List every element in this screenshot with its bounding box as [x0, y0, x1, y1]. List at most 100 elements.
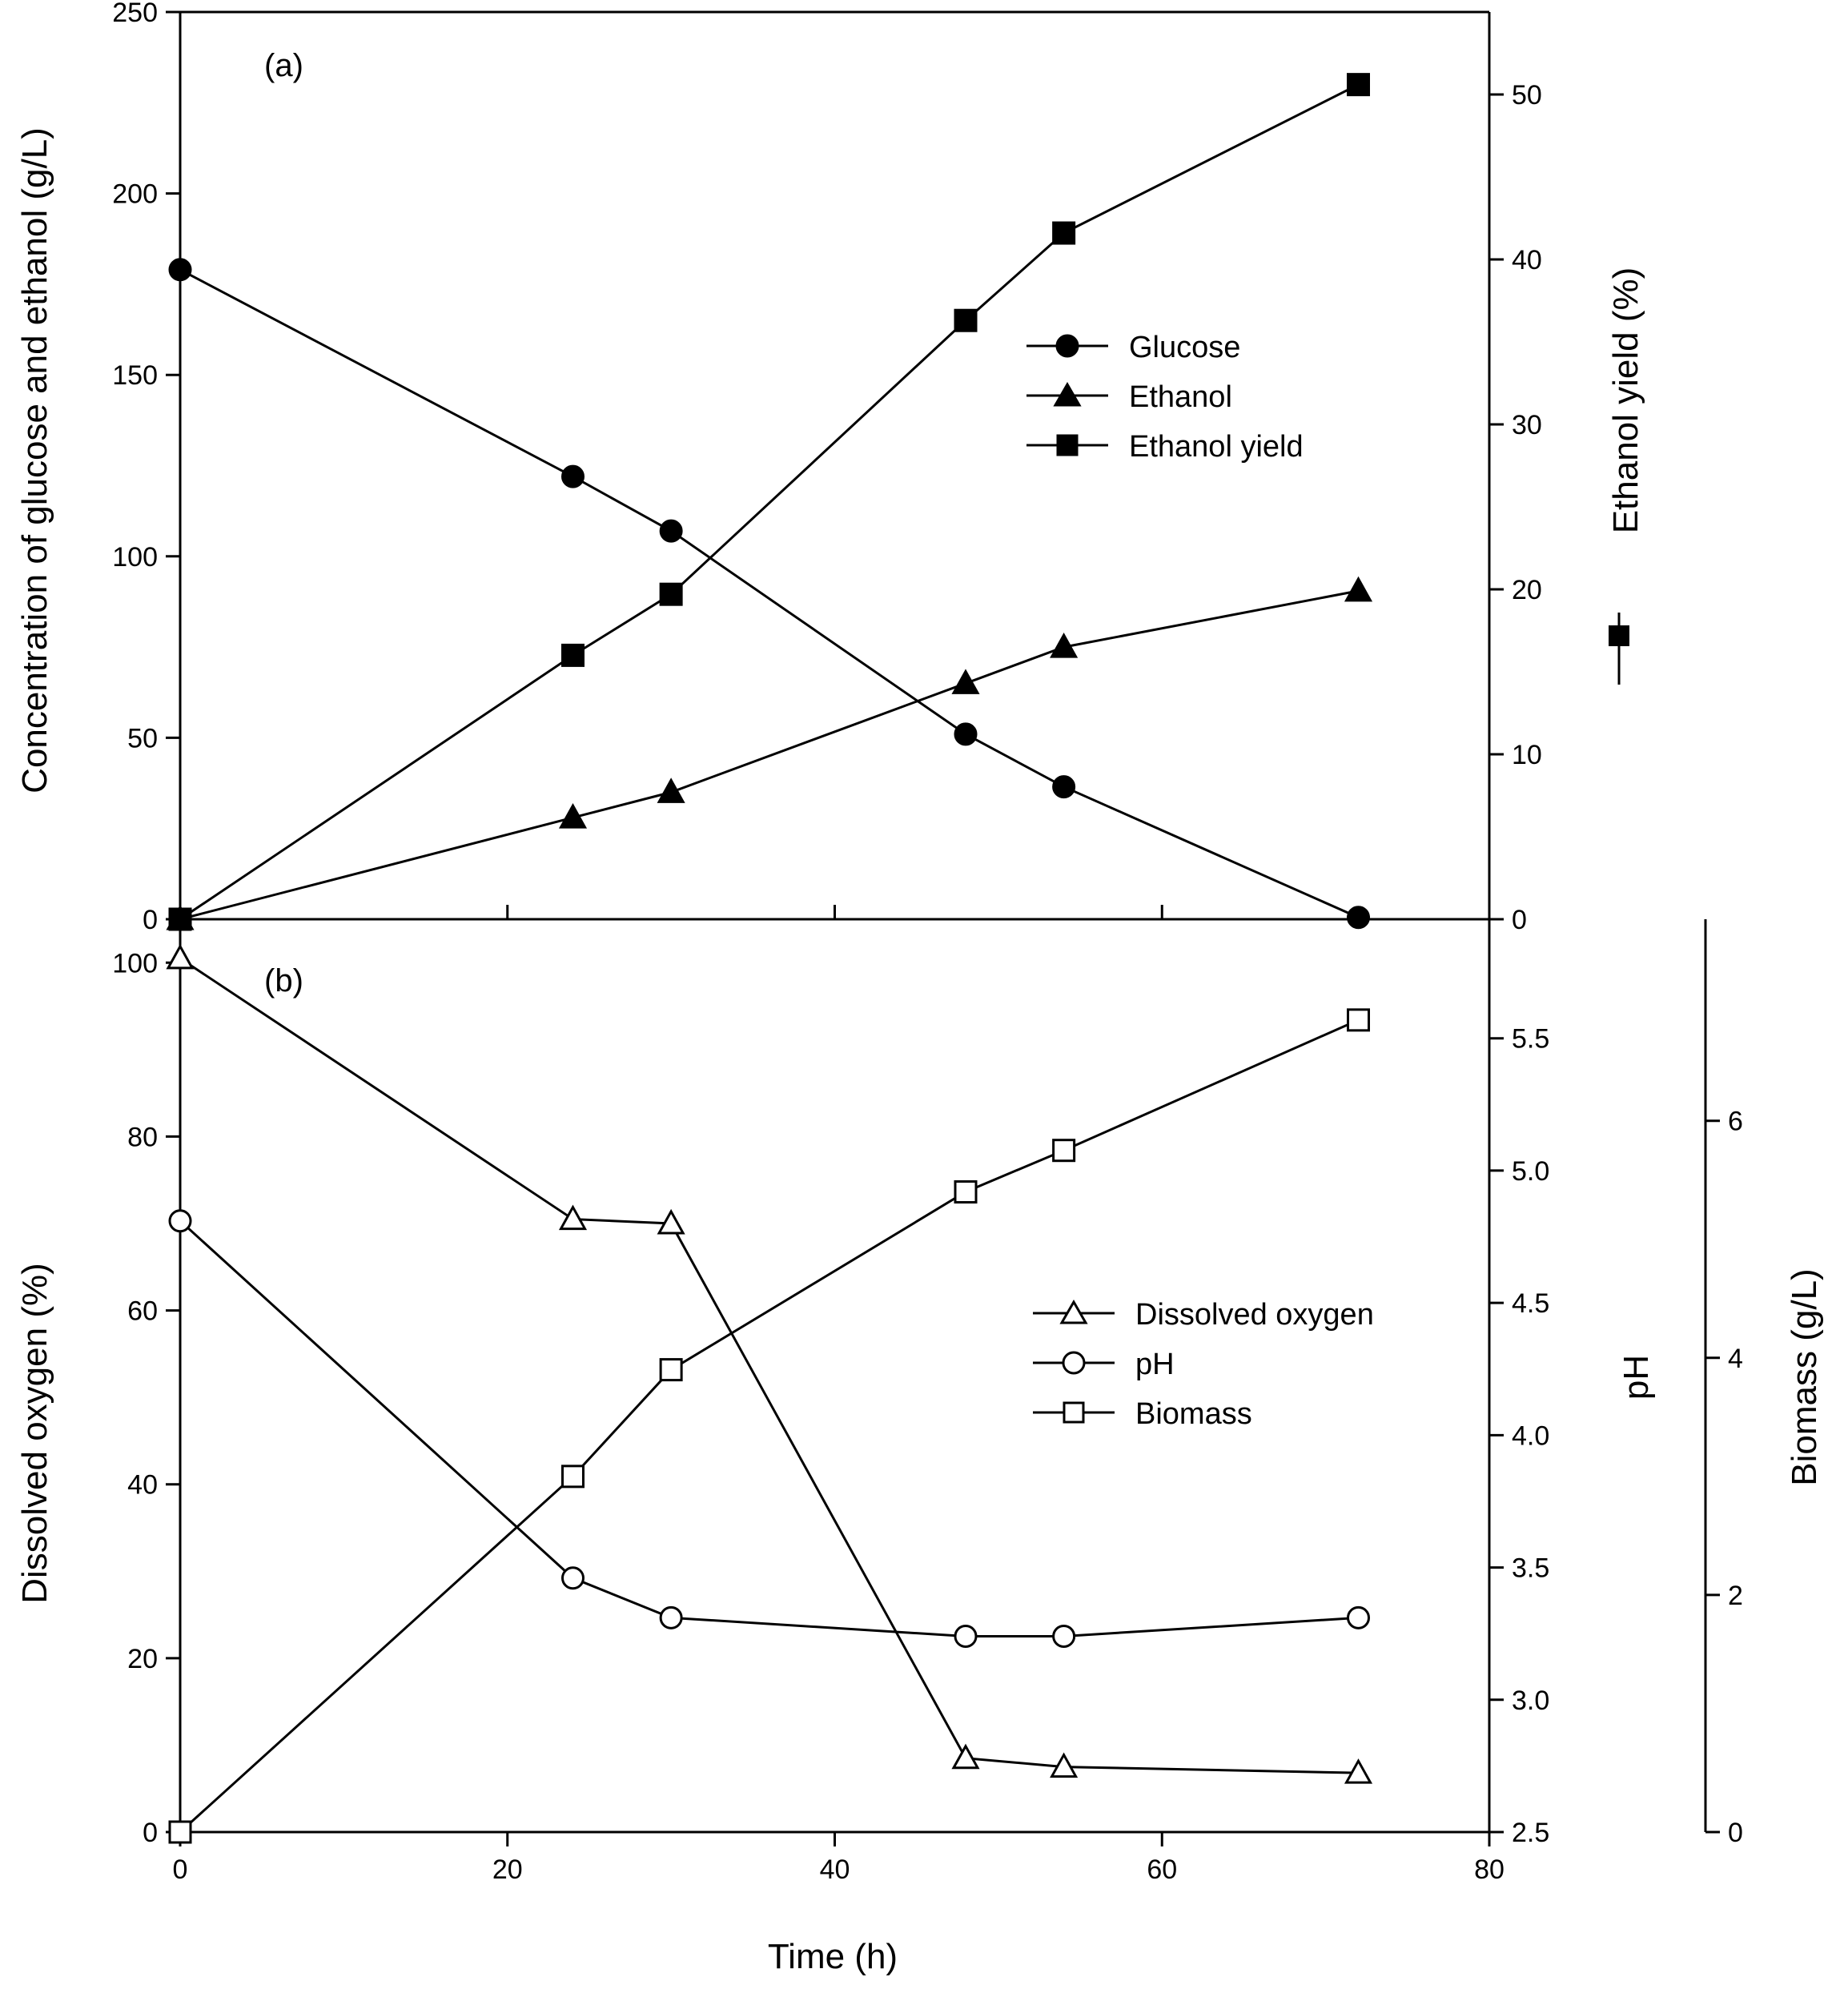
- panel-a-label: (a): [264, 48, 303, 83]
- panel-b-point-biomass-24: [561, 1465, 585, 1489]
- panel-a-point-ethanol-yield-48: [954, 308, 978, 332]
- panel-a-right-axis-title: Ethanol yield (%): [1606, 267, 1645, 534]
- panel-b-point-ph-0: [168, 1209, 192, 1233]
- panel-a-y-tick-label-250: 250: [112, 0, 158, 28]
- panel-b-line-biomass: [179, 1019, 1360, 1834]
- panel-b-left-axis-title: Dissolved oxygen (%): [15, 1263, 54, 1604]
- panel-a-point-ethanol-yield-30: [659, 582, 683, 606]
- panel-b-point-ph-24: [561, 1566, 585, 1590]
- panel-a-y-tick-label-100: 100: [112, 542, 158, 573]
- panel-b-y2-tick-label-4-5: 4.5: [1512, 1288, 1549, 1319]
- panel-a-y-tick-label-50: 50: [127, 723, 158, 753]
- panel-b-point-dissolved-oxygen-24: [558, 1204, 588, 1231]
- panel-b-series-lines: [179, 957, 1360, 1834]
- panel-a: 0 50 100 150 200 250 0 10 20 30 40 50 (a) Concentra…: [15, 0, 1645, 935]
- panel-b-point-dissolved-oxygen-72: [1344, 1758, 1373, 1784]
- panel-a-point-ethanol-yield-72: [1347, 73, 1370, 97]
- panel-b-x-tick-label-60: 60: [1147, 1854, 1177, 1885]
- panel-a-point-glucose-0: [168, 258, 192, 282]
- legend-item-glucose: Glucose: [1026, 331, 1240, 364]
- panel-b-point-dissolved-oxygen-30: [657, 1208, 685, 1235]
- panel-b-point-biomass-72: [1347, 1008, 1370, 1032]
- legend-label-ethanol-yield: Ethanol yield: [1129, 430, 1304, 464]
- legend-label-ethanol: Ethanol: [1129, 380, 1232, 414]
- panel-a-ticks: 0 50 100 150 200 250 0 10 20 30 40 50: [112, 0, 1542, 935]
- panel-a-point-ethanol-54: [1050, 633, 1079, 658]
- panel-b-point-dissolved-oxygen-0: [166, 943, 195, 970]
- panel-a-point-ethanol-72: [1344, 576, 1373, 602]
- panel-b-y3-tick-label-0: 0: [1728, 1818, 1743, 1848]
- panel-b-point-biomass-54: [1052, 1139, 1076, 1163]
- panel-b-point-ph-48: [954, 1624, 978, 1648]
- panel-b-y-tick-label-20: 20: [127, 1644, 158, 1674]
- panel-b-y-tick-label-40: 40: [127, 1470, 158, 1501]
- panel-a-point-ethanol-yield-54: [1052, 221, 1076, 245]
- panel-b-y2-tick-label-5-0: 5.0: [1512, 1156, 1549, 1187]
- panel-a-y2-tick-label-40: 40: [1512, 245, 1542, 275]
- panel-b-x-tick-label-80: 80: [1474, 1854, 1505, 1885]
- panel-b-biomass-axis-title: Biomass (g/L): [1785, 1268, 1824, 1485]
- panel-b-point-biomass-30: [659, 1358, 683, 1382]
- legend-label-ph: pH: [1135, 1348, 1175, 1381]
- x-axis-title: Time (h): [768, 1937, 898, 1976]
- panel-b-y-tick-label-0: 0: [143, 1818, 158, 1848]
- panel-a-legend: Glucose Ethanol Ethanol yield: [1026, 331, 1304, 464]
- panel-b-point-ph-30: [659, 1605, 683, 1629]
- panel-a-point-glucose-30: [659, 519, 683, 543]
- panel-b-label: (b): [264, 963, 303, 999]
- panel-b-ph-axis-title: pH: [1617, 1355, 1656, 1400]
- panel-b-y3-tick-label-6: 6: [1728, 1107, 1743, 1137]
- legend-item-ethanol-yield: Ethanol yield: [1026, 430, 1304, 464]
- panel-a-left-axis-title: Concentration of glucose and ethanol (g/…: [15, 127, 54, 794]
- panel-a-point-ethanol-30: [657, 778, 685, 803]
- panel-a-right-axis-key: [1609, 613, 1629, 685]
- panel-b-x-tick-label-20: 20: [492, 1854, 523, 1885]
- panel-a-line-ethanol: [179, 589, 1359, 921]
- panel-b: 0 20 40 60 800204060801002.53.03.54.04.55.05…: [15, 919, 1824, 1976]
- legend-item-ph: pH: [1033, 1348, 1175, 1381]
- panel-b-y-tick-label-60: 60: [127, 1296, 158, 1327]
- panel-a-point-glucose-54: [1052, 775, 1076, 799]
- panel-a-markers: [166, 73, 1373, 931]
- panel-a-y2-tick-label-10: 10: [1512, 740, 1542, 770]
- panel-b-y3-tick-label-4: 4: [1728, 1344, 1743, 1374]
- panel-b-point-dissolved-oxygen-48: [951, 1743, 980, 1770]
- panel-a-point-glucose-72: [1347, 906, 1370, 930]
- panel-b-point-ph-54: [1052, 1624, 1076, 1648]
- panel-b-x-tick-label-0: 0: [173, 1854, 188, 1885]
- panel-b-line-ph: [179, 1220, 1359, 1637]
- panel-b-y2-tick-label-4-0: 4.0: [1512, 1420, 1549, 1451]
- panel-b-y2-tick-label-3-5: 3.5: [1512, 1553, 1549, 1584]
- panel-b-y3-tick-label-2: 2: [1728, 1581, 1743, 1611]
- panel-a-y2-tick-label-0: 0: [1512, 905, 1527, 935]
- panel-b-y2-tick-label-2-5: 2.5: [1512, 1818, 1549, 1848]
- panel-b-legend: Dissolved oxygen pH Biomass: [1033, 1298, 1374, 1431]
- panel-a-point-ethanol-24: [558, 803, 588, 829]
- panel-b-y2-tick-label-5-5: 5.5: [1512, 1024, 1549, 1055]
- panel-b-ticks: 0 20 40 60 800204060801002.53.03.54.04.55.05…: [112, 948, 1743, 1885]
- legend-item-ethanol: Ethanol: [1026, 380, 1232, 414]
- panel-a-point-ethanol-yield-24: [561, 643, 585, 667]
- panel-a-point-glucose-24: [561, 464, 585, 488]
- panel-a-y2-tick-label-20: 20: [1512, 575, 1542, 605]
- panel-b-line-dissolved-oxygen: [179, 957, 1359, 1774]
- panel-a-line-ethanol-yield: [179, 83, 1360, 921]
- legend-item-biomass: Biomass: [1033, 1397, 1252, 1431]
- panel-b-point-dissolved-oxygen-54: [1050, 1752, 1079, 1778]
- panel-a-line-glucose: [179, 268, 1360, 919]
- panel-b-x-tick-label-40: 40: [820, 1854, 850, 1885]
- legend-item-dissolved-oxygen: Dissolved oxygen: [1033, 1298, 1374, 1332]
- panel-b-y2-tick-label-3-0: 3.0: [1512, 1686, 1549, 1716]
- panel-b-point-biomass-0: [168, 1820, 192, 1844]
- legend-label-glucose: Glucose: [1129, 331, 1240, 364]
- panel-b-y-tick-label-80: 80: [127, 1122, 158, 1152]
- panel-a-point-glucose-48: [954, 722, 978, 746]
- legend-label-biomass: Biomass: [1135, 1397, 1252, 1431]
- panel-a-y-tick-label-0: 0: [143, 905, 158, 935]
- panel-b-y-tick-label-100: 100: [112, 948, 158, 978]
- panel-b-axes: [179, 919, 1707, 1834]
- panel-b-point-ph-72: [1347, 1605, 1370, 1629]
- panel-b-point-biomass-48: [954, 1180, 978, 1204]
- panel-a-y2-tick-label-30: 30: [1512, 410, 1542, 440]
